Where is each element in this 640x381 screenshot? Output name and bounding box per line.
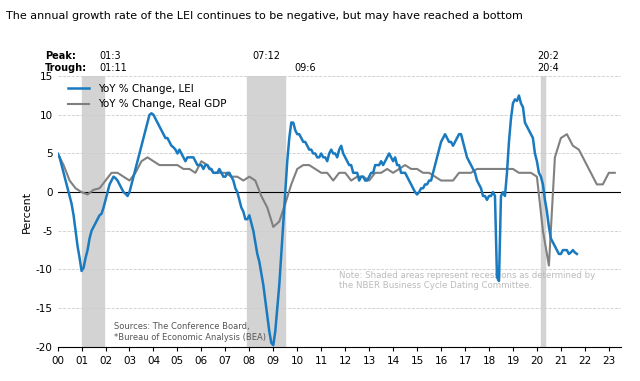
Text: 07:12: 07:12 (253, 51, 281, 61)
Text: 20:2: 20:2 (538, 51, 559, 61)
Text: The annual growth rate of the LEI continues to be negative, but may have reached: The annual growth rate of the LEI contin… (6, 11, 524, 21)
Text: 20:4: 20:4 (538, 63, 559, 73)
Bar (247, 76, 285, 347)
Text: 09:6: 09:6 (294, 63, 316, 73)
Text: Note: Shaded areas represent recessions as determined by
the NBER Business Cycle: Note: Shaded areas represent recessions … (339, 271, 595, 290)
Text: 01:3: 01:3 (99, 51, 121, 61)
Legend: YoY % Change, LEI, YoY % Change, Real GDP: YoY % Change, LEI, YoY % Change, Real GD… (68, 84, 226, 109)
Text: Peak:: Peak: (45, 51, 76, 61)
Text: Sources: The Conference Board,
*Bureau of Economic Analysis (BEA): Sources: The Conference Board, *Bureau o… (114, 322, 266, 342)
Y-axis label: Percent: Percent (22, 190, 31, 232)
Text: Trough:: Trough: (45, 63, 87, 73)
Bar (81, 76, 104, 347)
Text: 01:11: 01:11 (99, 63, 127, 73)
Bar (541, 76, 545, 347)
